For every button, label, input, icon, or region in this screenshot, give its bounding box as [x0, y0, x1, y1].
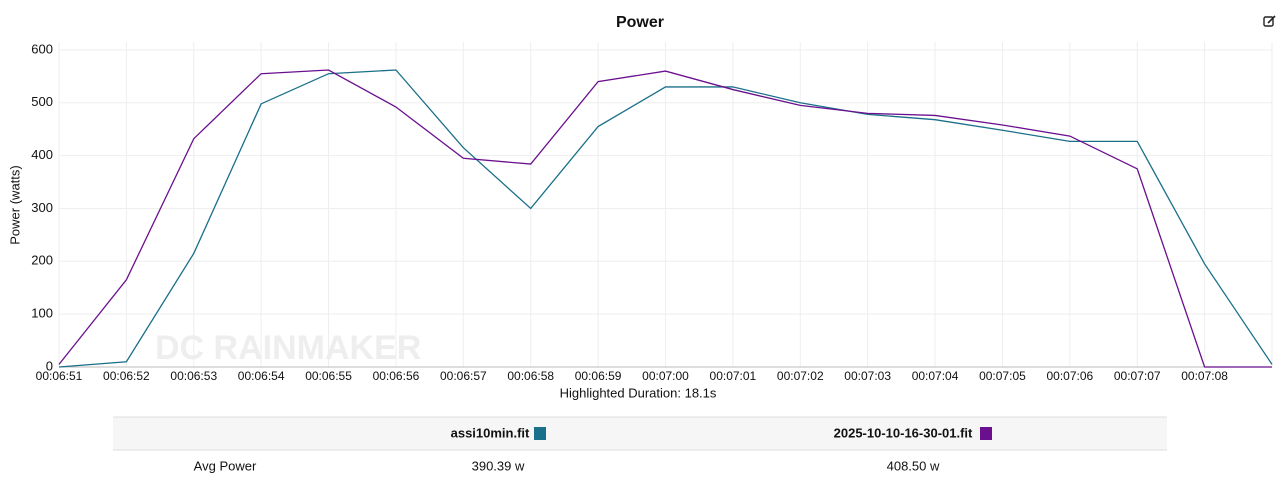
- x-tick-label: 00:07:01: [710, 369, 757, 383]
- x-tick-label: 00:07:04: [912, 369, 959, 383]
- series-line: [58, 69, 1273, 368]
- legend-swatch: [980, 427, 992, 440]
- x-tick-label: 00:07:05: [979, 369, 1026, 383]
- x-tick-label: 00:06:51: [36, 369, 83, 383]
- y-tick-label: 0: [46, 358, 53, 373]
- y-tick-label: 100: [31, 306, 53, 321]
- x-axis-label: Highlighted Duration: 18.1s: [560, 385, 717, 400]
- series-line: [58, 69, 1272, 368]
- table-header-cell: assi10min.fit: [451, 425, 530, 440]
- y-tick-label: 600: [31, 41, 53, 56]
- y-tick-label: 200: [31, 253, 53, 268]
- x-tick-label: 00:06:52: [103, 369, 150, 383]
- edit-icon[interactable]: [1263, 15, 1276, 27]
- x-tick-label: 00:07:00: [642, 369, 689, 383]
- table-header-cell: 2025-10-10-16-30-01.fit: [834, 425, 973, 440]
- x-tick-label: 00:06:58: [507, 369, 554, 383]
- x-tick-label: 00:06:54: [238, 369, 285, 383]
- y-tick-label: 400: [31, 147, 53, 162]
- x-tick-label: 00:06:57: [440, 369, 487, 383]
- x-tick-label: 00:06:56: [373, 369, 420, 383]
- table-cell: 390.39 w: [472, 458, 525, 473]
- watermark: DC RAINMAKER: [155, 329, 421, 367]
- x-tick-label: 00:06:53: [170, 369, 217, 383]
- x-tick-label: 00:07:02: [777, 369, 824, 383]
- x-tick-label: 00:06:59: [575, 369, 622, 383]
- y-tick-label: 500: [31, 94, 53, 109]
- x-tick-label: 00:07:03: [844, 369, 891, 383]
- x-tick-label: 00:07:07: [1114, 369, 1161, 383]
- table-header: [113, 417, 1167, 450]
- legend-swatch: [534, 427, 546, 440]
- table-row-label: Avg Power: [194, 458, 257, 473]
- x-tick-label: 00:07:08: [1181, 369, 1228, 383]
- y-axis-label: Power (watts): [7, 165, 22, 244]
- x-tick-label: 00:06:55: [305, 369, 352, 383]
- table-cell: 408.50 w: [887, 458, 940, 473]
- x-tick-label: 00:07:06: [1046, 369, 1093, 383]
- chart-title: Power: [616, 14, 664, 31]
- y-tick-label: 300: [31, 200, 53, 215]
